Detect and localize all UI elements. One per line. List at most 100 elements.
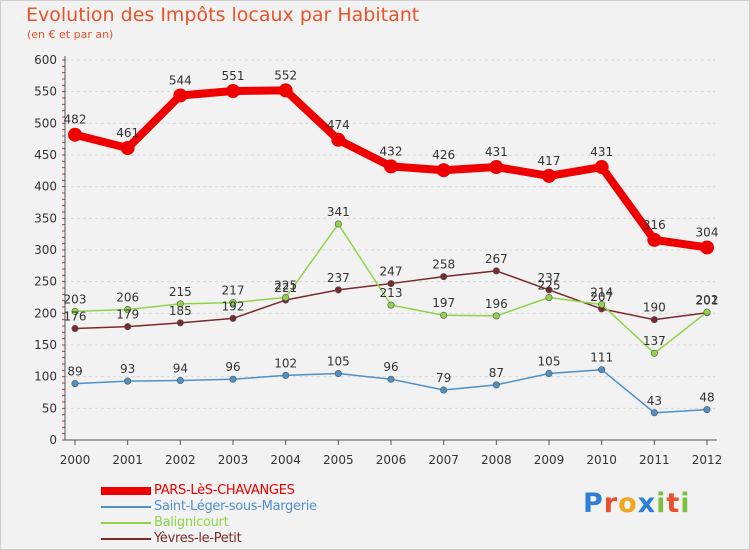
data-point [598, 366, 606, 374]
data-point [387, 280, 395, 288]
chart-title: Evolution des Impôts locaux par Habitant [26, 4, 420, 26]
data-label: 221 [274, 281, 297, 295]
data-label: 96 [383, 360, 398, 374]
data-point [71, 307, 79, 315]
logo-letter: P [583, 488, 604, 519]
data-point [124, 377, 132, 385]
data-label: 96 [225, 360, 240, 374]
data-point [594, 160, 609, 175]
data-point [387, 301, 395, 309]
chart-subtitle: (en € et par an) [27, 28, 114, 41]
data-label: 225 [538, 279, 561, 293]
data-label: 179 [116, 308, 139, 322]
logo-letter: o [618, 488, 638, 519]
data-point [334, 286, 342, 294]
x-tick-label: 2004 [270, 453, 301, 467]
data-label: 237 [538, 271, 561, 285]
legend-label-balignicourt: Balignicourt [154, 515, 229, 530]
y-tick-label: 550 [34, 85, 57, 99]
data-label: 197 [432, 296, 455, 310]
x-tick-label: 2000 [60, 453, 91, 467]
data-point [650, 316, 658, 324]
data-label: 105 [538, 355, 561, 369]
data-label: 79 [436, 371, 451, 385]
data-label: 417 [538, 154, 561, 168]
data-label: 258 [432, 258, 455, 272]
logo-letter: r [603, 488, 619, 519]
data-label: 474 [327, 118, 350, 132]
y-tick-label: 450 [34, 148, 57, 162]
data-label: 267 [485, 252, 508, 266]
legend-item-saint-leger: Saint-Léger-sous-Margerie [101, 499, 401, 516]
y-tick-label: 100 [34, 370, 57, 384]
logo-letter: t [666, 488, 681, 519]
data-label: 247 [380, 265, 403, 279]
data-label: 202 [696, 293, 719, 307]
data-point [176, 319, 184, 327]
data-label: 111 [590, 351, 613, 365]
data-label: 552 [274, 68, 297, 82]
data-point [282, 293, 290, 301]
data-label: 206 [116, 291, 139, 305]
legend-swatch-saint-leger [101, 506, 151, 508]
data-label: 203 [64, 292, 87, 306]
x-tick-label: 2011 [639, 453, 670, 467]
data-point [650, 409, 658, 417]
proxiti-logo: Proxiti [583, 488, 691, 519]
logo-letter: x [637, 488, 657, 519]
y-tick-label: 500 [34, 116, 57, 130]
x-tick-label: 2010 [586, 453, 617, 467]
data-label: 48 [699, 391, 714, 405]
data-label: 93 [120, 362, 135, 376]
data-point [120, 141, 135, 156]
data-point [176, 376, 184, 384]
data-label: 217 [222, 284, 245, 298]
x-tick-label: 2001 [112, 453, 143, 467]
data-point [545, 286, 553, 294]
data-point [229, 299, 237, 307]
data-point [492, 381, 500, 389]
legend-item-pars: PARS-LèS-CHAVANGES [101, 483, 401, 500]
data-point [226, 84, 240, 99]
x-tick-label: 2005 [323, 453, 354, 467]
data-point [700, 240, 714, 255]
data-point [71, 325, 79, 333]
data-point [545, 293, 553, 301]
data-label: 192 [222, 299, 245, 313]
x-tick-label: 2006 [376, 453, 407, 467]
x-tick-label: 2007 [428, 453, 459, 467]
data-label: 215 [169, 285, 192, 299]
data-label: 43 [647, 394, 662, 408]
data-point [278, 83, 293, 98]
data-label: 432 [380, 144, 403, 158]
data-point [703, 406, 711, 414]
data-label: 225 [274, 279, 297, 293]
legend-label-yevres: Yèvres-le-Petit [154, 531, 242, 546]
data-label: 237 [327, 271, 350, 285]
data-point [598, 300, 606, 308]
data-label: 304 [696, 225, 719, 239]
legend-swatch-balignicourt [101, 522, 151, 524]
data-label: 482 [64, 113, 87, 127]
x-tick-label: 2009 [534, 453, 565, 467]
legend-label-pars: PARS-LèS-CHAVANGES [154, 483, 295, 498]
data-label: 196 [485, 297, 508, 311]
data-point [331, 132, 346, 147]
data-point [334, 369, 342, 377]
data-point [173, 88, 188, 103]
legend-item-balignicourt: Balignicourt [101, 515, 401, 532]
data-point [124, 306, 132, 314]
data-label: 176 [64, 310, 87, 324]
data-label: 341 [327, 205, 350, 219]
data-label: 185 [169, 304, 192, 318]
y-tick-label: 250 [34, 275, 57, 289]
data-point [492, 267, 500, 275]
y-tick-label: 350 [34, 211, 57, 225]
data-label: 551 [222, 69, 245, 83]
data-label: 316 [643, 218, 666, 232]
data-point [489, 160, 504, 175]
y-tick-label: 400 [34, 180, 57, 194]
data-point [492, 312, 500, 320]
y-tick-label: 300 [34, 243, 57, 257]
data-point [176, 300, 184, 308]
